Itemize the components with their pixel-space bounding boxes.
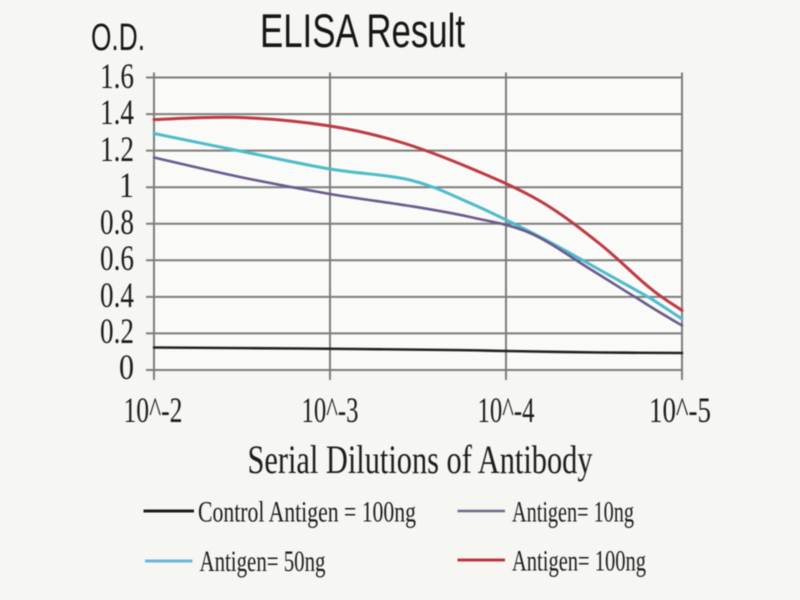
- svg-text:1: 1: [119, 165, 134, 205]
- svg-text:Antigen= 50ng: Antigen= 50ng: [200, 545, 326, 578]
- svg-text:1.6: 1.6: [100, 56, 134, 96]
- svg-text:0: 0: [119, 347, 134, 387]
- svg-text:0.2: 0.2: [100, 311, 134, 351]
- svg-text:Control Antigen = 100ng: Control Antigen = 100ng: [198, 496, 416, 529]
- svg-text:0.8: 0.8: [100, 202, 134, 242]
- svg-text:10^-5: 10^-5: [649, 390, 711, 430]
- svg-text:10^-4: 10^-4: [478, 390, 535, 430]
- svg-text:1.4: 1.4: [100, 92, 134, 132]
- svg-text:Antigen= 100ng: Antigen= 100ng: [512, 545, 646, 578]
- svg-text:Serial Dilutions of Antibody: Serial Dilutions of Antibody: [248, 437, 593, 482]
- svg-text:ELISA Result: ELISA Result: [260, 4, 465, 57]
- svg-text:Antigen= 10ng: Antigen= 10ng: [512, 496, 634, 529]
- svg-text:O.D.: O.D.: [91, 17, 145, 59]
- svg-text:10^-2: 10^-2: [124, 390, 183, 430]
- svg-text:10^-3: 10^-3: [302, 390, 359, 430]
- svg-text:0.4: 0.4: [100, 275, 134, 315]
- svg-text:0.6: 0.6: [100, 238, 134, 278]
- svg-text:1.2: 1.2: [100, 129, 134, 169]
